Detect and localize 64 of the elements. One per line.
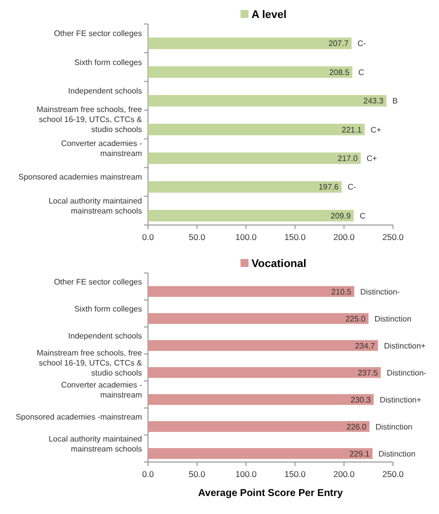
y-tick-label: Sponsored academies mainstream	[18, 172, 142, 182]
data-label: 230.3	[350, 395, 372, 404]
x-tick-label: 200.0	[333, 232, 355, 242]
data-label: 229.1	[349, 449, 370, 458]
data-label: 208.5	[329, 68, 350, 77]
y-tick-label: Sixth form colleges	[74, 58, 142, 67]
annotation: Distinction+	[384, 341, 426, 350]
bar	[148, 181, 342, 193]
data-label: 226.0	[346, 422, 368, 432]
y-tick-label: Sixth form colleges	[74, 304, 142, 314]
annotation: C	[360, 211, 366, 220]
annotation: Distinction	[378, 449, 416, 458]
x-tick-label: 0.0	[142, 232, 154, 242]
x-tick-label: 250.0	[382, 232, 404, 242]
y-tick-label: Independent schools	[68, 86, 142, 96]
annotation: B	[392, 96, 398, 106]
data-label: 207.7	[328, 39, 350, 48]
y-tick-label: Other FE sector colleges	[54, 29, 142, 38]
bar	[148, 38, 352, 50]
bar	[148, 66, 352, 78]
data-label: 221.1	[342, 125, 362, 134]
bar	[148, 95, 386, 107]
bar	[148, 210, 354, 222]
y-tick-label: Mainstream free schools, free school 16-19, UTCs, CTCs & studio schools	[36, 105, 143, 134]
annotation: C-	[348, 182, 356, 192]
x-tick-label: 100.0	[235, 232, 257, 242]
data-label: 234.7	[354, 341, 376, 350]
x-tick-label: 250.0	[382, 469, 404, 479]
x-tick-label: 50.0	[188, 232, 206, 242]
data-label: 210.5	[331, 287, 352, 296]
y-tick-label: Mainstream free schools, free school 16-19, UTCs, CTCs & studio schools	[36, 348, 143, 378]
y-tick-label: Converter academies - mainstream	[61, 380, 142, 400]
data-label: 237.5	[358, 368, 378, 378]
y-tick-label: Local authority maintained mainstream schools	[48, 434, 142, 454]
legend-label: Vocational	[252, 258, 306, 270]
x-tick-label: 0.0	[142, 469, 154, 479]
x-tick-label: 150.0	[284, 232, 306, 242]
annotation: C	[358, 68, 364, 77]
annotation: Distinction-	[360, 287, 400, 296]
bar	[148, 124, 365, 136]
data-label: 243.3	[363, 96, 384, 106]
x-tick-label: 150.0	[284, 469, 306, 479]
annotation: Distinction	[374, 314, 412, 324]
data-label: 209.9	[330, 211, 352, 220]
y-tick-label: Converter academies - mainstream	[61, 138, 142, 158]
data-label: 225.0	[345, 314, 366, 324]
x-axis-title: Average Point Score Per Entry	[198, 488, 344, 499]
annotation: Distinction+	[380, 395, 422, 404]
x-tick-label: 100.0	[235, 469, 257, 479]
annotation: C+	[366, 154, 378, 164]
y-tick-label: Other FE sector colleges	[54, 277, 142, 286]
data-label: 217.0	[338, 154, 358, 164]
x-tick-label: 200.0	[333, 469, 355, 479]
bar	[148, 152, 361, 164]
y-tick-label: Independent schools	[68, 331, 142, 340]
annotation: C+	[370, 125, 382, 134]
annotation: Distinction-	[386, 368, 427, 378]
legend-label: A level	[252, 9, 287, 21]
x-tick-label: 50.0	[188, 469, 206, 479]
data-label: 197.6	[318, 182, 340, 192]
annotation: C-	[358, 39, 366, 48]
y-tick-label: Local authority maintained mainstream schools	[48, 196, 142, 216]
annotation: Distinction	[375, 422, 412, 432]
y-tick-label: Sponsored academies -mainstream	[16, 412, 142, 422]
